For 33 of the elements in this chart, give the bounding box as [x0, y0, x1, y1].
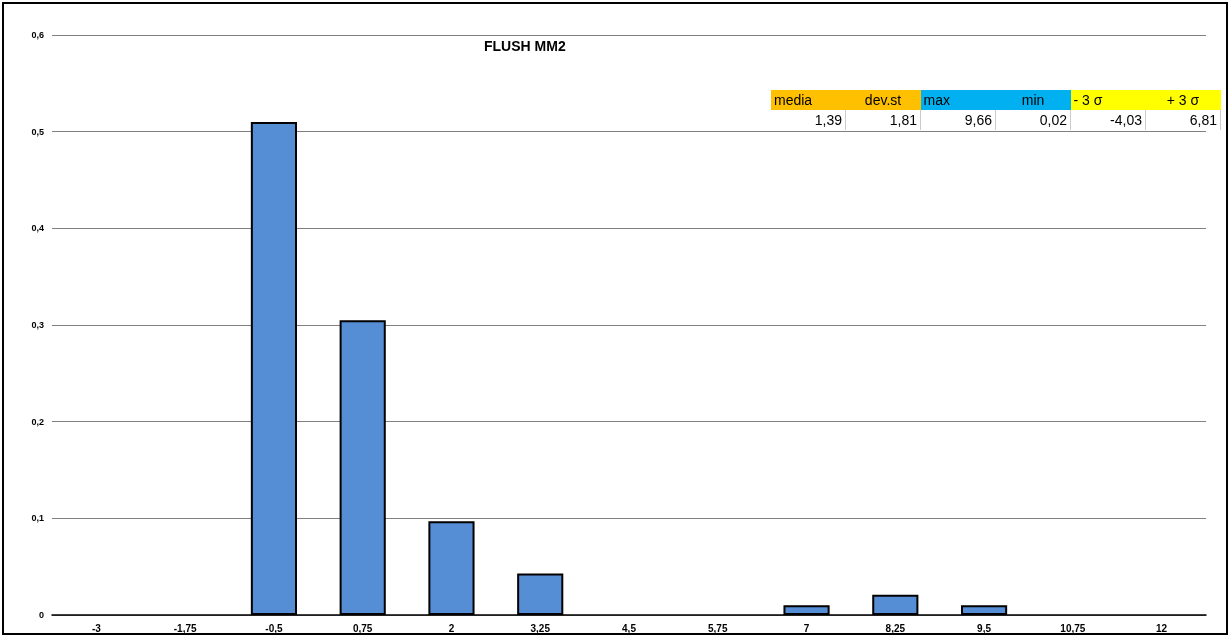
annotation: 6,81: [1145, 110, 1221, 130]
x-tick-label: 12: [1156, 622, 1168, 634]
x-tick-label: 2: [448, 622, 455, 634]
x-tick-label: 0,75: [352, 622, 373, 634]
x-tick-label: -0,5: [265, 622, 283, 634]
x-tick-label: -3: [91, 622, 102, 634]
annotation: + 3 σ: [1145, 90, 1221, 110]
y-tick-label: 0,1: [31, 513, 44, 524]
annotation: 9,66: [920, 110, 996, 130]
annotation: 1,39: [771, 110, 846, 130]
annotation: 1,81: [845, 110, 921, 130]
annotation: - 3 σ: [1070, 90, 1146, 110]
annotation: -4,03: [1070, 110, 1146, 130]
x-tick-label: 8,25: [885, 622, 906, 634]
x-tick-label: 7: [803, 622, 810, 634]
annotation: media: [771, 90, 846, 110]
x-tick-label: 10,75: [1060, 622, 1086, 634]
annotation: min: [995, 90, 1071, 110]
y-tick-label: 0,6: [31, 30, 44, 40]
x-tick-label: 5,75: [708, 622, 728, 634]
annotation: dev.st: [845, 90, 921, 110]
annotation: max: [920, 90, 996, 110]
x-tick-label: -1,75: [173, 622, 197, 634]
y-tick-label: 0: [38, 610, 44, 620]
x-tick-label: 9,5: [977, 622, 992, 634]
y-tick-label: 0,2: [31, 416, 44, 427]
x-tick-label: 4,5: [622, 622, 637, 634]
x-tick-label: 3,25: [530, 622, 551, 634]
y-tick-label: 0,4: [31, 223, 44, 234]
y-tick-label: 0,3: [31, 320, 44, 330]
chart-title: FLUSH MM2: [484, 38, 566, 54]
y-tick-label: 0,5: [31, 126, 44, 137]
annotation: 0,02: [995, 110, 1071, 130]
